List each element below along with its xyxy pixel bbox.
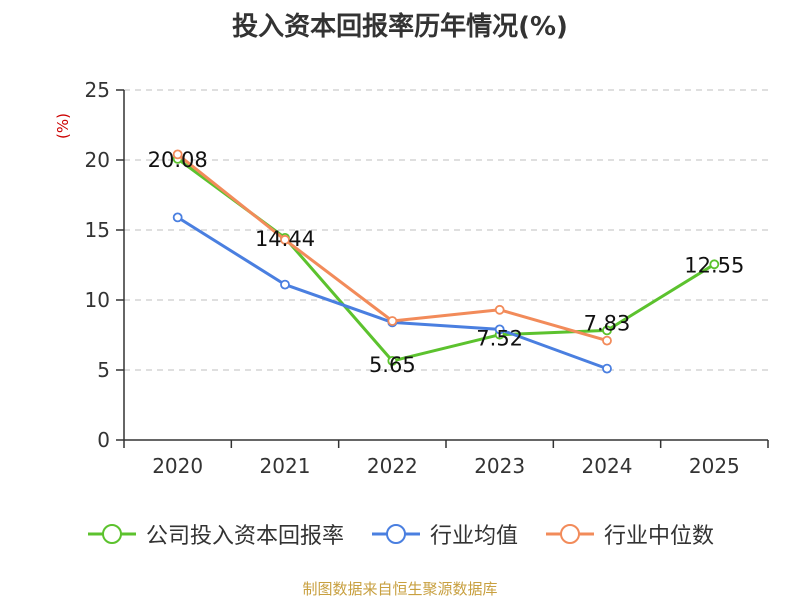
data-point-2 <box>172 149 183 160</box>
legend-label-company: 公司投入资本回报率 <box>145 524 344 549</box>
legend-marker-company <box>87 524 136 544</box>
y-axis-unit: (%) <box>54 113 72 139</box>
y-tick-label: 0 <box>97 428 110 452</box>
data-label: 5.65 <box>369 353 416 377</box>
legend-marker-industry-median <box>546 524 594 544</box>
data-label: 7.83 <box>584 311 631 335</box>
legend-marker-industry-mean <box>371 524 420 544</box>
x-tick-label: 2025 <box>689 454 740 478</box>
data-label: 12.55 <box>684 253 744 277</box>
series-line-2 <box>176 153 608 343</box>
y-tick-label: 5 <box>97 358 110 382</box>
y-tick-label: 25 <box>85 78 110 102</box>
series-line-1 <box>176 216 608 371</box>
y-tick-label: 10 <box>85 288 110 312</box>
legend: 公司投入资本回报率 行业均值 行业中位数 <box>0 518 800 550</box>
data-point-2 <box>280 234 290 245</box>
data-point-2 <box>494 304 505 315</box>
legend-item-company[interactable]: 公司投入资本回报率 <box>86 518 344 550</box>
data-point-2 <box>387 316 398 326</box>
data-label: 7.52 <box>476 327 523 351</box>
x-tick-label: 2020 <box>152 454 203 478</box>
data-point-0 <box>602 325 612 336</box>
data-point-1 <box>280 279 290 290</box>
data-point-1 <box>602 363 612 374</box>
y-tick-label: 15 <box>85 218 110 242</box>
legend-label-industry-mean: 行业均值 <box>429 524 518 549</box>
data-point-1 <box>172 212 183 223</box>
data-labels: 20.08 14.44 5.65 7.52 7.83 12.55 <box>148 148 745 377</box>
x-tick-label: 2022 <box>367 454 418 478</box>
data-source-note: 制图数据来自恒生聚源数据库 <box>302 580 498 598</box>
series-lines <box>172 149 720 374</box>
data-point-2 <box>602 335 612 346</box>
chart-title: 投入资本回报率历年情况(%) <box>232 12 568 42</box>
grid-lines <box>124 89 768 371</box>
legend-label-industry-median: 行业中位数 <box>604 524 715 549</box>
data-point-0 <box>709 259 720 270</box>
data-label: 20.08 <box>148 148 208 172</box>
x-tick-label: 2021 <box>260 454 311 478</box>
legend-item-industry-median[interactable]: 行业中位数 <box>544 518 714 550</box>
x-tick-label: 2023 <box>474 454 525 478</box>
legend-item-industry-mean[interactable]: 行业均值 <box>370 518 518 550</box>
data-point-1 <box>494 324 505 335</box>
data-point-0 <box>387 355 398 366</box>
series-line-0 <box>176 157 716 363</box>
data-label: 14.44 <box>255 227 315 251</box>
x-tick-label: 2024 <box>582 454 633 478</box>
y-tick-label: 20 <box>85 148 110 172</box>
